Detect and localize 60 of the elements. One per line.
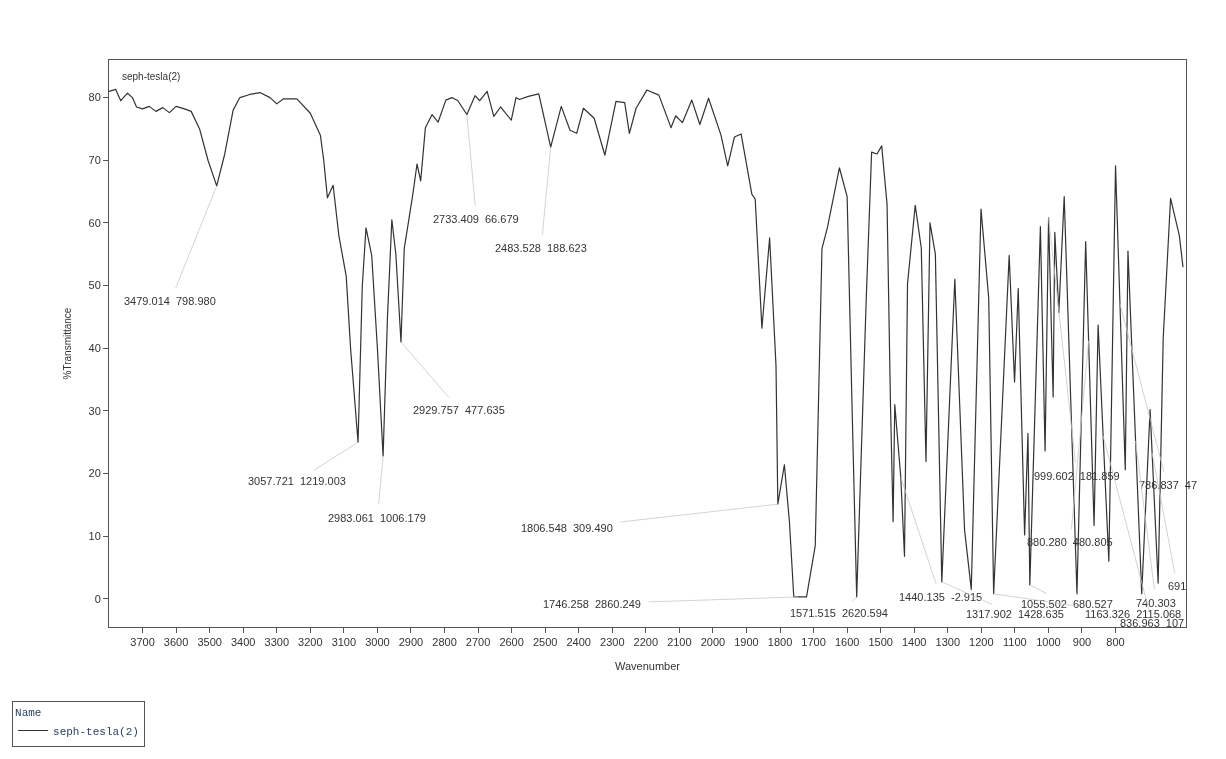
y-tick-label: 50 (88, 279, 101, 292)
annotation: 2929.757 477.635 (413, 404, 505, 416)
annotation: 2483.528 188.623 (495, 242, 587, 254)
x-tick-label: 2000 (700, 636, 726, 649)
x-tick-label: 1500 (868, 636, 893, 649)
x-tick-label: 2400 (566, 636, 591, 649)
x-tick-label: 3200 (298, 636, 323, 649)
x-tick-label: 3500 (197, 636, 222, 649)
annotation: 836.963 107 (1120, 617, 1185, 629)
annotation: 2983.061 1006.179 (328, 512, 426, 524)
legend-label: seph-tesla(2) (53, 725, 139, 738)
x-tick-label: 1400 (901, 636, 927, 649)
annotation: 2733.409 66.679 (433, 213, 519, 225)
x-tick-label: 2100 (667, 636, 692, 649)
x-tick-label: 2700 (465, 636, 491, 649)
x-tick-label: 3300 (264, 636, 289, 649)
x-tick-label: 2800 (432, 636, 457, 649)
x-tick-label: 1100 (1003, 636, 1027, 649)
x-tick-label: 3100 (331, 636, 357, 649)
annotation: 1806.548 309.490 (521, 522, 613, 534)
annotation: 1317.902 1428.635 (966, 608, 1064, 620)
x-tick-label: 1200 (969, 636, 994, 649)
annotation: 3479.014 798.980 (124, 295, 216, 307)
legend-title: Name (15, 707, 42, 720)
y-tick-label: 10 (88, 530, 101, 542)
x-tick-label: 900 (1072, 636, 1092, 649)
y-tick-label: 20 (88, 467, 101, 480)
x-tick-label: 1700 (801, 636, 826, 649)
x-tick-label: 2300 (600, 636, 625, 649)
y-tick-label: 40 (88, 342, 101, 355)
y-tick-label: 60 (88, 216, 101, 229)
x-tick-label: 3600 (163, 636, 189, 649)
y-tick-label: 30 (88, 404, 101, 417)
y-tick-label: 70 (88, 154, 101, 167)
x-tick-label: 1600 (834, 636, 860, 649)
x-tick-label: 2600 (499, 636, 524, 649)
y-axis-title: %Transmittance (61, 307, 73, 380)
annotation: 1571.515 2620.594 (790, 607, 888, 619)
y-tick-label: 80 (88, 91, 101, 104)
x-tick-label: 2200 (633, 636, 659, 649)
annotation: 691 (1168, 580, 1187, 592)
x-tick-label: 3700 (130, 636, 155, 649)
x-tick-label: 2900 (398, 636, 424, 649)
annotation: seph-tesla(2) (122, 71, 181, 82)
annotation: 1440.135 -2.915 (899, 591, 983, 603)
x-tick-label: 800 (1106, 636, 1125, 649)
annotation: 740.303 (1136, 597, 1176, 609)
x-tick-label: 2500 (532, 636, 558, 649)
x-tick-label: 3400 (230, 636, 256, 649)
x-tick-label: 1900 (734, 636, 759, 649)
annotation: 3057.721 1219.003 (248, 475, 346, 487)
x-tick-label: 3000 (365, 636, 390, 649)
x-tick-label: 1300 (935, 636, 961, 649)
x-tick-label: 1800 (767, 636, 793, 649)
x-axis-title: Wavenumber (614, 660, 681, 673)
x-tick-label: 1000 (1036, 636, 1061, 649)
annotation: 1163.326 2115.068 (1085, 608, 1182, 620)
annotation: 1746.258 2860.249 (543, 598, 641, 610)
annotation: 1055.502 680.527 (1021, 598, 1113, 610)
y-tick-label: 0 (94, 592, 101, 605)
